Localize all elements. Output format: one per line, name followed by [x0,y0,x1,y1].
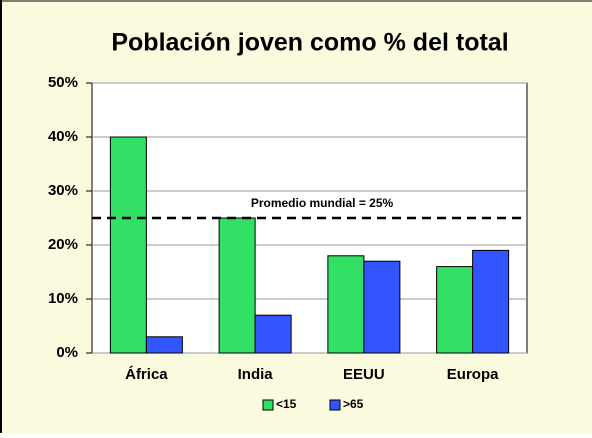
bar [145,336,183,354]
x-tick-label: África [125,366,168,383]
chart-title: Población joven como % del total [111,29,508,57]
y-tick-label: 50% [48,74,78,91]
bar [472,249,510,354]
x-tick-label: Europa [447,366,499,383]
legend-label: <15 [276,397,297,411]
y-tick-label: 0% [56,344,78,361]
x-tick-label: EEUU [343,366,385,383]
bar [363,260,401,354]
bar [436,266,474,354]
legend-swatch [262,399,274,411]
x-tick-label: India [238,366,274,383]
bar [254,314,292,354]
legend-label: >65 [343,397,364,411]
y-tick-label: 30% [48,182,78,199]
y-tick-label: 20% [48,236,78,253]
bar [109,136,147,354]
legend-swatch [329,399,341,411]
y-tick-label: 10% [48,290,78,307]
annotation: Promedio mundial = 25% [251,196,394,210]
y-tick-label: 40% [48,128,78,145]
bar [218,217,256,354]
bar [327,255,365,354]
